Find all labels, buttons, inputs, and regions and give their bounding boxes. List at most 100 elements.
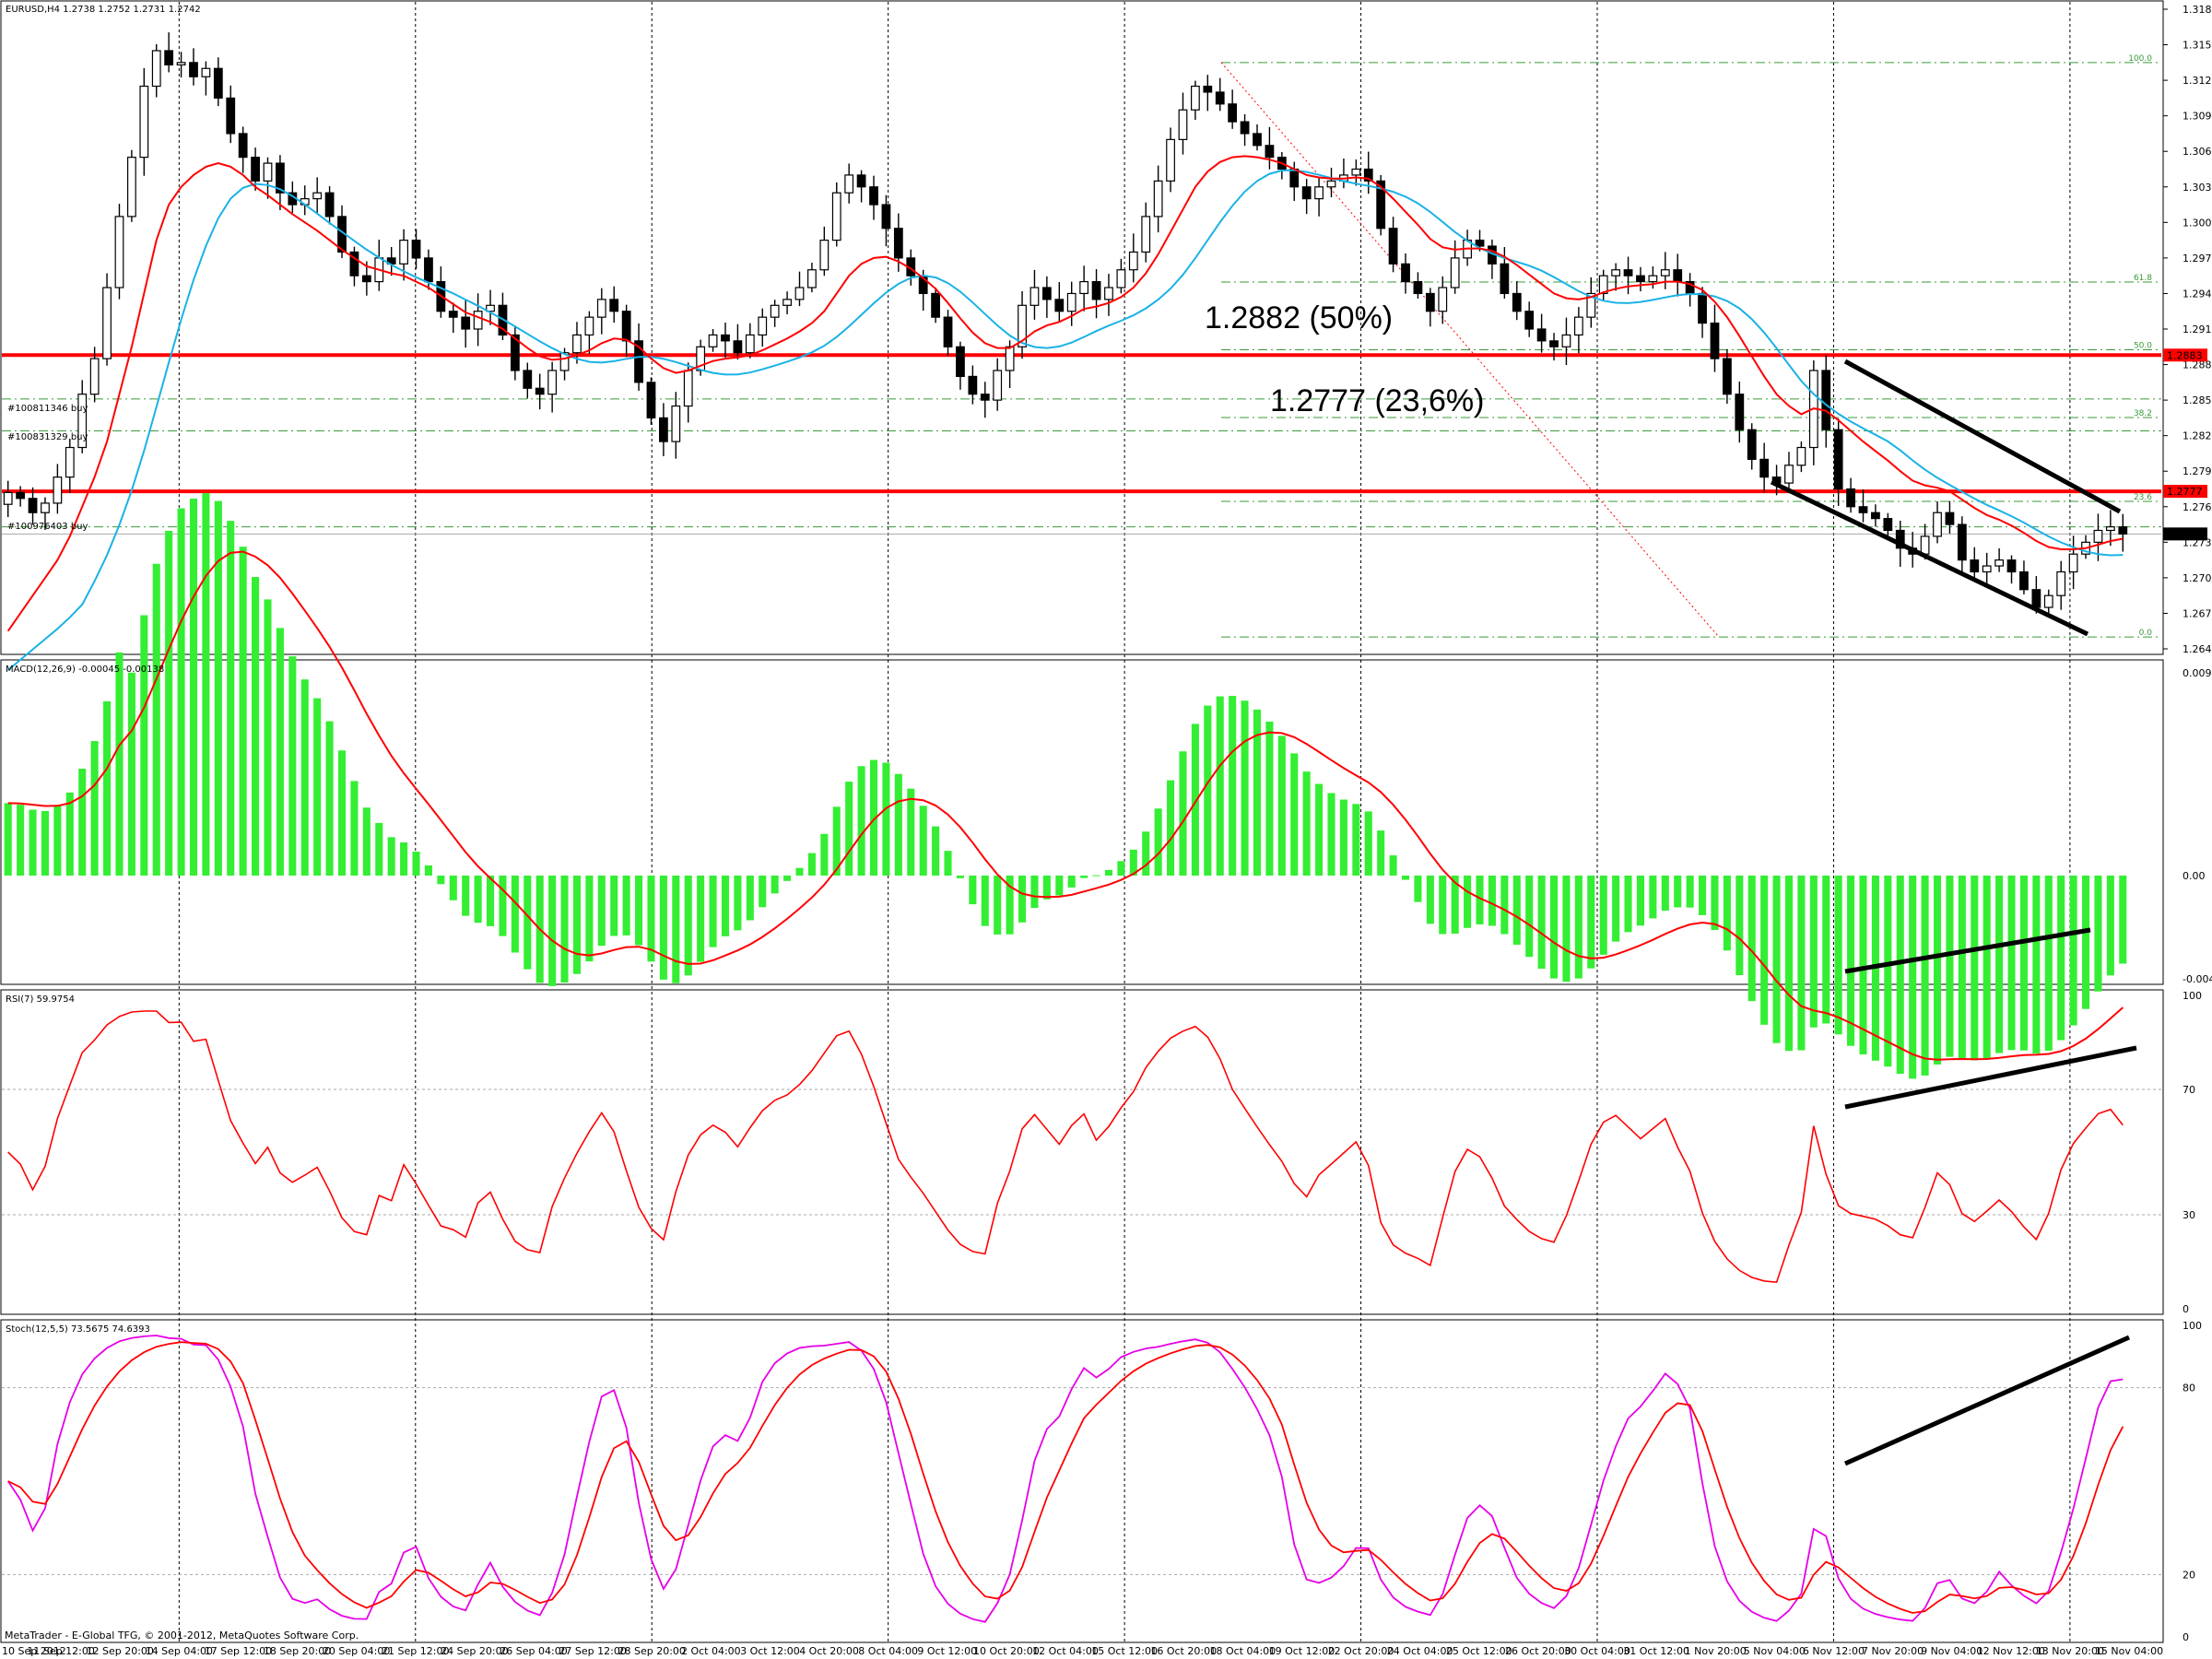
macd-histogram-bar (832, 806, 841, 876)
candle-body (1636, 275, 1645, 283)
price-pane-frame (0, 0, 2164, 655)
x-tick-label: 12 Oct 04:00 (1032, 1645, 1099, 1657)
macd-histogram-bar (709, 875, 717, 947)
macd-histogram-bar (585, 875, 594, 962)
macd-histogram-bar (41, 810, 49, 876)
candle-body (1821, 370, 1831, 430)
candle-body (2118, 526, 2128, 535)
candle-body (1363, 168, 1373, 182)
candle-body (1871, 512, 1880, 520)
candle-body (1549, 340, 1559, 347)
candle-body (1289, 168, 1300, 188)
candle-body (671, 405, 681, 442)
price-level-label: 1.2777 (2167, 486, 2203, 498)
x-tick-label: 2 Oct 04:00 (681, 1645, 741, 1657)
fib-level-label: 61.8 (2134, 274, 2152, 283)
vertical-grid (178, 2, 2071, 1642)
footer-copyright: MetaTrader - E-Global TFG, © 2001-2012, … (5, 1630, 359, 1641)
macd-histogram-bar (1711, 875, 1719, 931)
candle-body (1747, 429, 1757, 460)
candle-body (572, 334, 582, 354)
macd-histogram-bar (1735, 875, 1744, 975)
candle-body (931, 292, 940, 318)
stoch-chart[interactable] (2, 1335, 2161, 1623)
x-tick-label: 19 Oct 12:00 (1269, 1645, 1335, 1657)
y-tick-label: 1.2945 (2183, 288, 2212, 300)
macd-histogram-bar (882, 762, 890, 876)
y-tick-label: 1.2915 (2183, 324, 2212, 335)
macd-histogram-bar (807, 853, 816, 876)
macd-histogram-bar (2106, 875, 2114, 976)
candle-body (1536, 328, 1547, 342)
price-level-tag (2163, 348, 2207, 362)
macd-histogram-bar (1117, 861, 1125, 876)
candle-body (1326, 180, 1336, 188)
candle-body (1388, 228, 1398, 265)
macd-histogram-bar (956, 875, 964, 878)
y-tick-label: 1.2825 (2183, 430, 2212, 442)
macd-histogram-bar (252, 577, 260, 876)
y-tick-label: 1.3065 (2183, 146, 2212, 158)
candle-body (1066, 292, 1077, 312)
candle-body (1982, 565, 1992, 573)
y-tick-label: 1.3155 (2183, 40, 2212, 52)
candle-body (448, 311, 458, 318)
candle-body (1573, 316, 1583, 336)
macd-histogram-bar (1699, 875, 1707, 915)
candle-body (399, 240, 408, 265)
candle-body (1945, 512, 1955, 525)
macd-histogram-bar (684, 875, 692, 976)
candle-body (189, 62, 198, 77)
macd-histogram-bar (1302, 771, 1311, 876)
macd-histogram-bar (1451, 875, 1459, 934)
candle-body (1041, 287, 1052, 300)
price-level-tag (2163, 485, 2207, 499)
candle-body (1116, 269, 1126, 288)
macd-histogram-bar (1067, 875, 1076, 888)
candle-body (1450, 257, 1460, 288)
x-tick-label: 9 Nov 04:00 (1921, 1645, 1983, 1657)
macd-histogram-bar (845, 782, 853, 876)
candle-body (1833, 429, 1843, 490)
y-tick-label: 1.3095 (2183, 111, 2212, 123)
candle-body (461, 316, 471, 330)
macd-histogram-bar (1500, 875, 1509, 935)
macd-histogram-bar (189, 498, 198, 876)
x-tick-label: 21 Sep 12:00 (382, 1645, 449, 1657)
candle-body (1784, 465, 1794, 484)
macd-histogram-bar (2007, 875, 2016, 1051)
candle-body (794, 287, 805, 300)
candle-body (1846, 488, 1855, 508)
price-chart[interactable]: 100.0 61.8 50.0 38.2 23.6 0.0 (2, 32, 2161, 671)
candle-body (770, 304, 780, 318)
candle-body (1698, 292, 1707, 324)
candle-body (1265, 145, 1275, 159)
macd-histogram-bar (1439, 875, 1447, 935)
rsi-pane-title: RSI(7) 59.9754 (6, 994, 75, 1005)
macd-histogram-bar (165, 530, 173, 876)
macd-histogram-bar (1822, 875, 1830, 1024)
macd-histogram-bar (2044, 875, 2053, 1051)
macd-histogram-bar (783, 875, 792, 881)
candle-body (486, 304, 495, 312)
candle-body (584, 316, 594, 336)
macd-histogram-bar (1525, 875, 1534, 958)
macd-histogram-bar (115, 652, 124, 876)
candle-body (151, 50, 161, 88)
macd-histogram-bar (1809, 875, 1818, 1028)
candle-body (1723, 358, 1732, 395)
rsi-chart[interactable] (2, 1010, 2161, 1284)
y-tick-label: 0 (2183, 1303, 2189, 1315)
fib-236-annotation: 1.2777 (23,6%) (1270, 383, 1485, 418)
macd-histogram-bar (1401, 875, 1410, 880)
macd-histogram-bar (1339, 799, 1347, 876)
macd-histogram-bar (325, 721, 334, 876)
macd-histogram-bar (474, 875, 482, 924)
candle-body (65, 446, 75, 478)
candle-body (1895, 529, 1905, 549)
macd-histogram-bar (2069, 875, 2077, 1026)
y-tick-label: 30 (2183, 1209, 2195, 1221)
price-pane-title: EURUSD,H4 1.2738 1.2752 1.2731 1.2742 (6, 5, 201, 15)
macd-chart[interactable] (4, 493, 2127, 1079)
